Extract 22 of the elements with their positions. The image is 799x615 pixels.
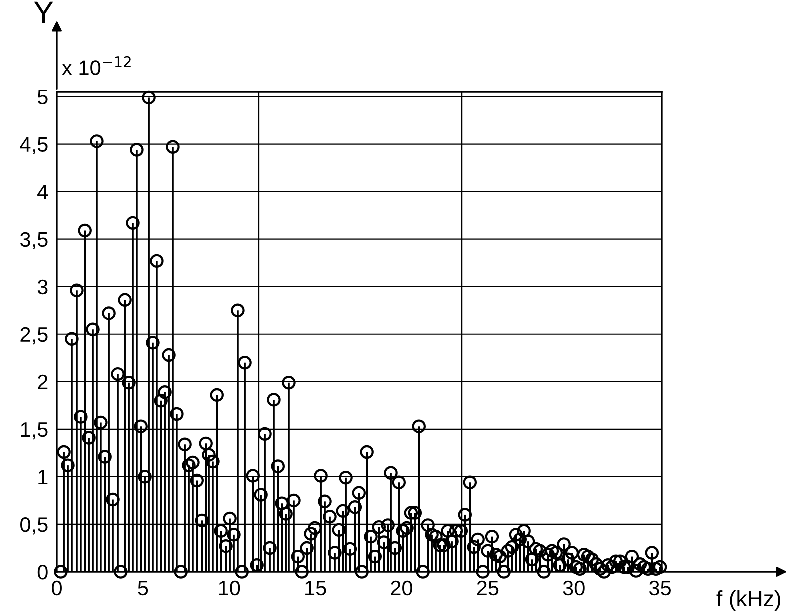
x-tick-label: 20 [391, 580, 412, 596]
x-tick-label: 25 [477, 580, 499, 596]
x-tick-label: 15 [306, 581, 326, 596]
x-tick-label: 5 [138, 581, 148, 596]
text: x 10$^{−12}$ [62, 56, 131, 76]
y-tick-label: 1 [38, 470, 48, 484]
y-tick-label: 4 [38, 185, 48, 200]
x-tick-label: 10 [219, 580, 240, 596]
y-tick-label: 3 [38, 280, 48, 295]
y-tick-label: 0 [38, 565, 48, 580]
y-tick-label: 4,5 [20, 137, 48, 154]
x-axis-title: f (kHz) [716, 590, 780, 612]
y-tick-label: 5 [38, 90, 48, 105]
y-tick-label: 3,5 [20, 232, 48, 250]
y-tick-label: 2 [38, 374, 48, 390]
y-tick-label: 1,5 [21, 422, 48, 440]
y-tick-label: 0,5 [20, 517, 48, 535]
x-tick-label: 0 [52, 580, 62, 596]
y-tick-label: 2,5 [20, 327, 48, 345]
x-tick-label: 30 [563, 580, 585, 596]
y-axis-title: Y [34, 2, 54, 23]
x-tick-label: 35 [649, 580, 671, 596]
